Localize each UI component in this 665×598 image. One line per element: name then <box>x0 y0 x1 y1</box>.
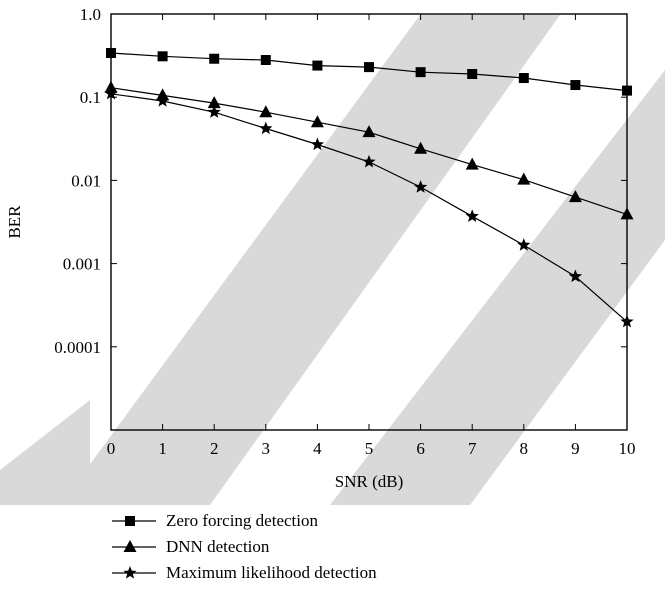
data-point-star <box>517 238 531 251</box>
data-point-triangle <box>414 141 428 154</box>
data-point-triangle <box>517 172 531 185</box>
star-marker-icon <box>112 566 156 579</box>
data-point-square <box>622 85 632 96</box>
x-axis-title: SNR (dB) <box>335 472 403 491</box>
data-point-square <box>106 47 116 58</box>
data-point-square <box>570 80 581 91</box>
data-point-square <box>364 62 374 73</box>
data-point-star <box>207 105 221 118</box>
data-point-star <box>620 314 634 328</box>
x-tick-label: 9 <box>571 439 580 458</box>
y-tick-label: 1.0 <box>80 5 101 24</box>
legend-marker-star <box>123 566 137 579</box>
x-tick-label: 10 <box>619 439 636 458</box>
data-point-star <box>155 94 170 107</box>
y-tick-label: 0.0001 <box>54 338 101 357</box>
data-point-square <box>312 60 323 71</box>
data-point-triangle <box>207 96 221 109</box>
y-tick-label: 0.001 <box>63 255 101 274</box>
triangle-marker-icon <box>112 540 156 552</box>
data-point-triangle <box>104 80 118 93</box>
axis-ticks: 0 1 2 3 4 5 6 7 8 9 10 1.0 0.1 0.01 0.001 0.0001 <box>54 5 635 458</box>
x-tick-label: 3 <box>262 439 271 458</box>
watermark <box>0 15 665 505</box>
x-tick-label: 4 <box>313 439 322 458</box>
y-axis-title: BER <box>5 205 24 239</box>
series-star <box>104 86 634 328</box>
data-point-triangle <box>465 157 479 170</box>
data-point-star <box>465 209 479 222</box>
x-tick-label: 1 <box>158 439 167 458</box>
legend-label: Zero forcing detection <box>166 511 318 530</box>
data-point-square <box>209 53 220 64</box>
data-point-triangle <box>310 115 324 128</box>
x-tick-label: 0 <box>107 439 116 458</box>
x-tick-label: 8 <box>520 439 529 458</box>
legend: Zero forcing detection DNN detection Max… <box>110 508 377 586</box>
legend-item-zero-forcing: Zero forcing detection <box>110 508 377 534</box>
y-tick-label: 0.01 <box>71 171 101 190</box>
legend-item-dnn: DNN detection <box>110 534 377 560</box>
ber-chart: 0 1 2 3 4 5 6 7 8 9 10 1.0 0.1 0.01 0.001 0.0001 SNR (d… <box>0 5 665 505</box>
data-point-star <box>362 154 376 168</box>
data-point-square <box>518 73 529 84</box>
data-point-triangle <box>620 207 634 220</box>
legend-marker-square <box>125 516 135 526</box>
series-layer <box>104 47 634 328</box>
data-point-triangle <box>362 125 376 138</box>
x-tick-label: 2 <box>210 439 219 458</box>
legend-item-max-likelihood: Maximum likelihood detection <box>110 560 377 586</box>
legend-label: Maximum likelihood detection <box>166 563 377 582</box>
data-point-star <box>413 180 428 193</box>
data-point-triangle <box>568 190 582 203</box>
data-point-triangle <box>259 105 273 118</box>
watermark-band <box>60 15 560 505</box>
data-point-star <box>259 121 273 135</box>
series-square <box>106 47 632 96</box>
x-tick-label: 7 <box>468 439 477 458</box>
data-point-square <box>415 67 426 78</box>
data-point-star <box>568 269 583 283</box>
watermark-band <box>0 400 90 505</box>
data-point-square <box>260 54 271 65</box>
square-marker-icon <box>112 516 156 526</box>
data-point-star <box>310 137 325 151</box>
x-tick-label: 5 <box>365 439 374 458</box>
legend-marker-triangle <box>123 540 137 552</box>
y-tick-label: 0.1 <box>80 88 101 107</box>
series-triangle <box>104 80 634 220</box>
data-point-star <box>104 86 118 100</box>
data-point-square <box>157 51 168 62</box>
watermark-band <box>330 70 665 505</box>
data-point-square <box>467 69 478 80</box>
x-tick-label: 6 <box>416 439 425 458</box>
legend-label: DNN detection <box>166 537 270 556</box>
